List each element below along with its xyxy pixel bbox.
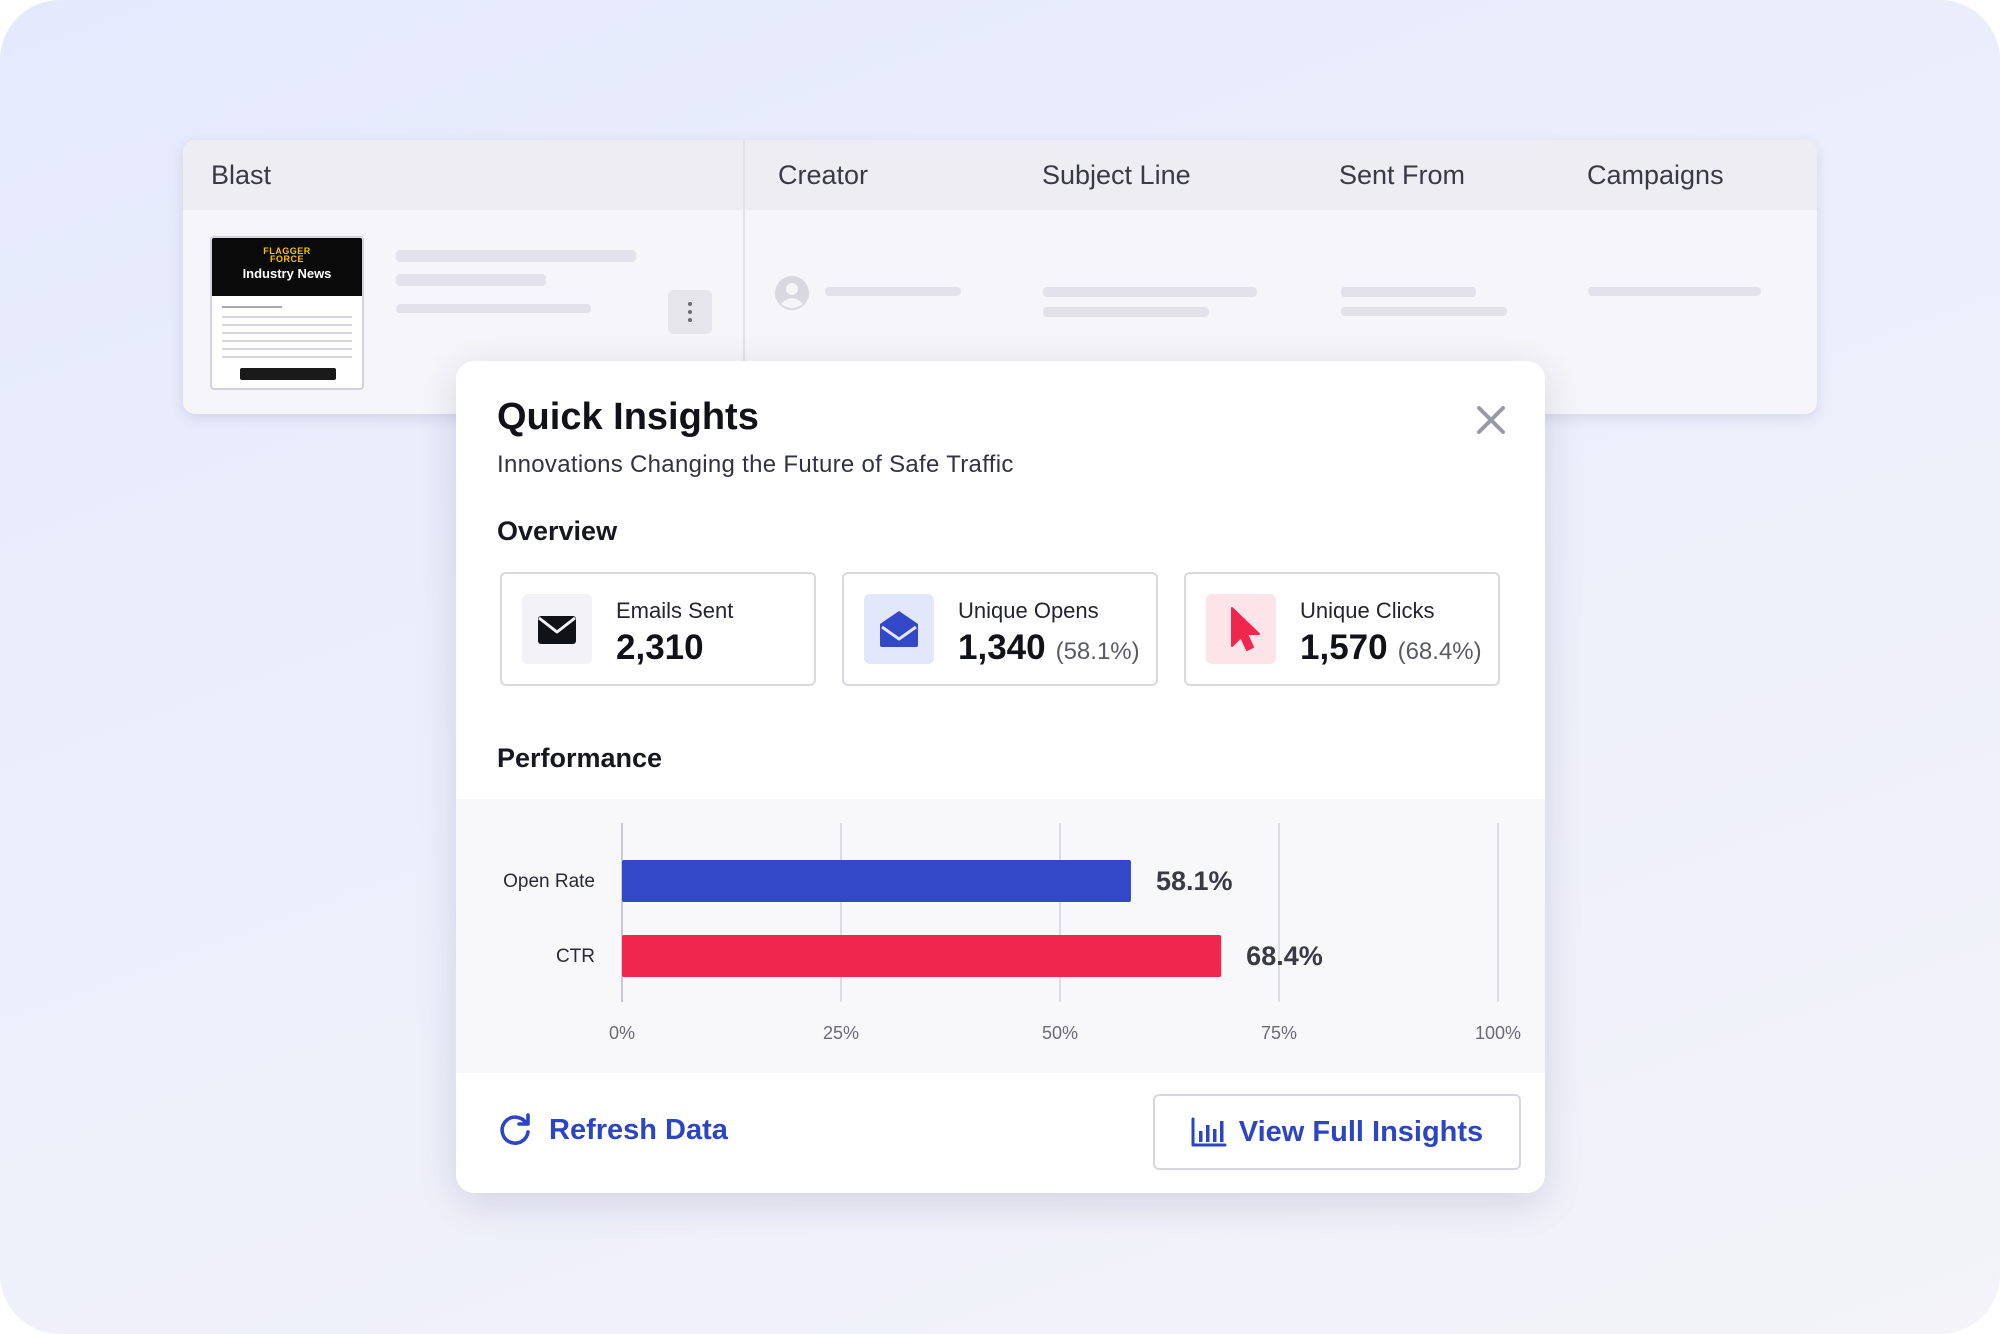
stat-percentage: (68.4%)	[1397, 638, 1482, 665]
column-divider	[743, 140, 745, 414]
chart-tick-label: 75%	[1261, 1023, 1297, 1043]
stat-label: Unique Clicks	[1300, 598, 1435, 623]
envelope-open-icon	[880, 611, 918, 647]
chart-tick-label: 0%	[609, 1023, 635, 1043]
stat-label: Emails Sent	[616, 598, 734, 623]
kebab-dot-icon	[688, 318, 692, 322]
row-more-menu-button[interactable]	[668, 290, 712, 334]
column-header-subject-line[interactable]: Subject Line	[1042, 160, 1191, 190]
stat-icon-box	[864, 594, 934, 664]
stat-percentage: (58.1%)	[1055, 638, 1140, 665]
blasts-table: Blast Creator Subject Line Sent From Cam…	[183, 140, 1817, 414]
stat-card-emails-sent: Emails Sent 2,310	[500, 572, 816, 686]
stat-value: 2,310	[616, 628, 704, 668]
stat-value-number: 2,310	[616, 628, 704, 667]
column-header-sent-from[interactable]: Sent From	[1339, 160, 1466, 190]
stat-value-number: 1,570	[1300, 628, 1388, 667]
email-thumbnail[interactable]: FLAGGER FORCE Industry News	[210, 236, 364, 390]
skeleton-line	[1341, 287, 1476, 297]
chart-value-label: 68.4%	[1246, 941, 1323, 971]
thumbnail-line	[222, 348, 352, 350]
chart-bar	[622, 935, 1222, 977]
avatar-icon	[775, 276, 809, 310]
chart-tick-label: 100%	[1475, 1023, 1521, 1043]
stat-value: 1,340 (58.1%)	[958, 628, 1140, 668]
chart-bar	[622, 860, 1131, 902]
modal-title: Quick Insights	[497, 396, 759, 438]
column-header-creator[interactable]: Creator	[778, 160, 869, 190]
view-full-insights-label: View Full Insights	[1238, 1115, 1484, 1148]
table-header: Blast Creator Subject Line Sent From Cam…	[183, 140, 1817, 210]
skeleton-line	[1341, 307, 1507, 316]
stat-label: Unique Opens	[958, 598, 1099, 623]
thumbnail-line	[222, 340, 352, 342]
skeleton-line	[396, 250, 636, 262]
skeleton-line	[1588, 287, 1761, 296]
refresh-data-button[interactable]: Refresh Data	[497, 1110, 728, 1150]
close-icon[interactable]	[1474, 403, 1508, 437]
thumbnail-title: Industry News	[242, 266, 332, 281]
performance-chart-area: 0% 25% 50% 75% 100% Open Rate 58.1% CTR 68.4%	[456, 799, 1545, 1073]
chart-category-label: Open Rate	[503, 871, 595, 892]
quick-insights-modal: Quick Insights Innovations Changing the …	[456, 361, 1545, 1193]
thumbnail-header: FLAGGER FORCE Industry News	[212, 238, 362, 296]
envelope-icon	[538, 616, 576, 644]
overview-heading: Overview	[497, 516, 618, 546]
skeleton-line	[825, 287, 961, 296]
skeleton-line	[396, 304, 591, 313]
thumbnail-line	[222, 356, 352, 358]
column-header-campaigns[interactable]: Campaigns	[1587, 160, 1724, 190]
kebab-dot-icon	[688, 310, 692, 314]
skeleton-line	[1043, 307, 1209, 317]
chart-tick-label: 25%	[823, 1023, 859, 1043]
stat-icon-box	[1206, 594, 1276, 664]
view-full-insights-button[interactable]: View Full Insights	[1153, 1094, 1521, 1170]
chart-category-label: CTR	[556, 946, 595, 967]
stat-value-number: 1,340	[958, 628, 1046, 667]
column-header-blast[interactable]: Blast	[211, 160, 272, 190]
refresh-data-label: Refresh Data	[549, 1113, 728, 1146]
modal-subtitle: Innovations Changing the Future of Safe …	[497, 451, 1014, 478]
stat-card-unique-clicks: Unique Clicks 1,570 (68.4%)	[1184, 572, 1500, 686]
performance-bar-chart: 0% 25% 50% 75% 100% Open Rate 58.1% CTR 68.4%	[503, 823, 1521, 1043]
thumbnail-line	[222, 332, 352, 334]
thumbnail-button	[240, 368, 336, 380]
thumbnail-line	[222, 306, 282, 308]
thumbnail-logo: FLAGGER FORCE	[212, 246, 362, 264]
bar-chart-icon	[1191, 1117, 1227, 1147]
refresh-icon	[500, 1113, 530, 1145]
chart-value-label: 58.1%	[1156, 866, 1233, 896]
thumbnail-line	[222, 324, 352, 326]
stat-card-unique-opens: Unique Opens 1,340 (58.1%)	[842, 572, 1158, 686]
skeleton-line	[396, 274, 546, 286]
thumbnail-logo-line1: FLAGGER	[263, 246, 311, 256]
thumbnail-line	[222, 316, 352, 318]
stat-value: 1,570 (68.4%)	[1300, 628, 1482, 668]
skeleton-line	[1043, 287, 1257, 297]
stat-icon-box	[522, 594, 592, 664]
cursor-icon	[1231, 607, 1260, 651]
kebab-dot-icon	[688, 302, 692, 306]
chart-tick-label: 50%	[1042, 1023, 1078, 1043]
thumbnail-logo-line2: FORCE	[270, 254, 304, 264]
performance-heading: Performance	[497, 743, 663, 773]
